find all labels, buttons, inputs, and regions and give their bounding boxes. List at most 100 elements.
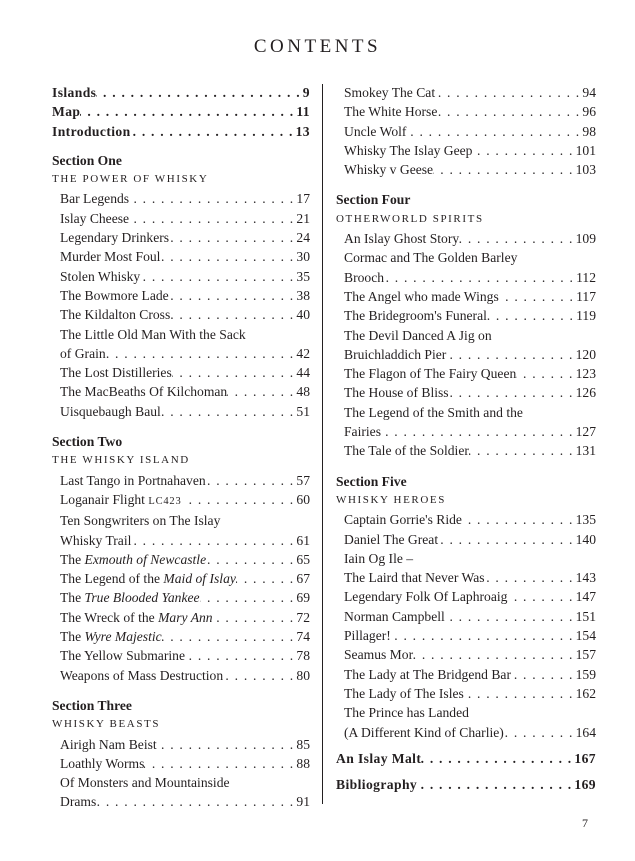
toc-entry[interactable]: Cormac and The Golden Barley Brooch 112 — [336, 248, 596, 287]
toc-entry[interactable]: The Lady at The Bridgend Bar 159 — [336, 665, 596, 684]
entry-row[interactable]: The Lady at The Bridgend Bar 159 — [336, 665, 596, 684]
entry-row[interactable]: Last Tango in Portnahaven 57 — [52, 471, 310, 490]
toc-entry[interactable]: The MacBeaths Of Kilchoman 48 — [52, 382, 310, 401]
toc-entry[interactable]: Islay Cheese 21 — [52, 209, 310, 228]
toc-entry[interactable]: Whisky The Islay Geep 101 — [336, 141, 596, 160]
entry-row[interactable]: Whisky Trail 61 — [52, 531, 310, 550]
toc-entry[interactable]: Last Tango in Portnahaven 57 — [52, 471, 310, 490]
entry-row[interactable]: Legendary Folk Of Laphroaig 147 — [336, 587, 596, 606]
toc-entry[interactable]: An Islay Ghost Story 109 — [336, 229, 596, 248]
toc-entry[interactable]: The Little Old Man With the Sack of Grain… — [52, 325, 310, 364]
toc-entry[interactable]: Norman Campbell 151 — [336, 607, 596, 626]
toc-entry[interactable]: Weapons of Mass Destruction 80 — [52, 666, 310, 685]
toc-entry[interactable]: The Bowmore Lade 38 — [52, 286, 310, 305]
entry-row[interactable]: Bar Legends 17 — [52, 189, 310, 208]
toc-entry[interactable]: Loganair Flight LC423 60 — [52, 490, 310, 511]
toc-entry[interactable]: Uisquebaugh Baul 51 — [52, 402, 310, 421]
toc-entry[interactable]: Pillager! 154 — [336, 626, 596, 645]
toc-entry[interactable]: The Kildalton Cross 40 — [52, 305, 310, 324]
toc-main-entry[interactable]: Islands 9 — [52, 83, 310, 102]
entry-row[interactable]: Murder Most Foul 30 — [52, 247, 310, 266]
toc-entry[interactable]: The Flagon of The Fairy Queen 123 — [336, 364, 596, 383]
entry-row[interactable]: The Wyre Majestic 74 — [52, 627, 310, 646]
entry-row[interactable]: The Kildalton Cross 40 — [52, 305, 310, 324]
toc-entry[interactable]: Daniel The Great 140 — [336, 530, 596, 549]
entry-row[interactable]: Uncle Wolf 98 — [336, 122, 596, 141]
toc-entry[interactable]: The Bridegroom's Funeral 119 — [336, 306, 596, 325]
entry-row[interactable]: Whisky The Islay Geep 101 — [336, 141, 596, 160]
toc-entry[interactable]: The Exmouth of Newcastle 65 — [52, 550, 310, 569]
entry-row[interactable]: Drams 91 — [52, 792, 310, 811]
entry-row[interactable]: Loathly Worms 88 — [52, 754, 310, 773]
entry-row[interactable]: Legendary Drinkers 24 — [52, 228, 310, 247]
entry-row[interactable]: Brooch 112 — [336, 268, 596, 287]
toc-entry[interactable]: Loathly Worms 88 — [52, 754, 310, 773]
toc-main-entry[interactable]: Map 11 — [52, 102, 310, 121]
toc-entry[interactable]: Smokey The Cat 94 — [336, 83, 596, 102]
entry-row[interactable]: The True Blooded Yankee 69 — [52, 588, 310, 607]
entry-row[interactable]: Daniel The Great 140 — [336, 530, 596, 549]
entry-row[interactable]: Map 11 — [52, 102, 310, 121]
entry-row[interactable]: Islay Cheese 21 — [52, 209, 310, 228]
toc-entry[interactable]: The Tale of the Soldier 131 — [336, 441, 596, 460]
entry-row[interactable]: Uisquebaugh Baul 51 — [52, 402, 310, 421]
toc-entry[interactable]: Murder Most Foul 30 — [52, 247, 310, 266]
entry-row[interactable]: The House of Bliss 126 — [336, 383, 596, 402]
toc-entry[interactable]: Legendary Folk Of Laphroaig 147 — [336, 587, 596, 606]
toc-entry[interactable]: The Devil Danced A Jig on Bruichladdich P… — [336, 326, 596, 365]
entry-row[interactable]: Weapons of Mass Destruction 80 — [52, 666, 310, 685]
entry-row[interactable]: Stolen Whisky 35 — [52, 267, 310, 286]
entry-row[interactable]: Islands 9 — [52, 83, 310, 102]
entry-row[interactable]: The Yellow Submarine 78 — [52, 646, 310, 665]
entry-row[interactable]: The Bridegroom's Funeral 119 — [336, 306, 596, 325]
toc-entry[interactable]: The Wyre Majestic 74 — [52, 627, 310, 646]
entry-row[interactable]: The Bowmore Lade 38 — [52, 286, 310, 305]
toc-entry[interactable]: The Angel who made Wings 117 — [336, 287, 596, 306]
toc-entry[interactable]: The Legend of the Maid of Islay 67 — [52, 569, 310, 588]
toc-main-entry[interactable]: Bibliography 169 — [336, 775, 596, 794]
entry-row[interactable]: The Flagon of The Fairy Queen 123 — [336, 364, 596, 383]
toc-entry[interactable]: The Lost Distilleries 44 — [52, 363, 310, 382]
entry-row[interactable]: Loganair Flight LC423 60 — [52, 490, 310, 511]
entry-row[interactable]: Bibliography 169 — [336, 775, 596, 794]
toc-entry[interactable]: The White Horse 96 — [336, 102, 596, 121]
entry-row[interactable]: An Islay Malt 167 — [336, 749, 596, 768]
entry-row[interactable]: of Grain 42 — [52, 344, 310, 363]
entry-row[interactable]: The MacBeaths Of Kilchoman 48 — [52, 382, 310, 401]
toc-main-entry[interactable]: Introduction 13 — [52, 122, 310, 141]
toc-entry[interactable]: Iain Og Ile – The Laird that Never Was 143 — [336, 549, 596, 588]
entry-row[interactable]: The Tale of the Soldier 131 — [336, 441, 596, 460]
entry-row[interactable]: The Exmouth of Newcastle 65 — [52, 550, 310, 569]
toc-entry[interactable]: The Legend of the Smith and the Fairies 12… — [336, 403, 596, 442]
toc-entry[interactable]: Seamus Mor 157 — [336, 645, 596, 664]
entry-row[interactable]: The Lost Distilleries 44 — [52, 363, 310, 382]
toc-main-entry[interactable]: An Islay Malt 167 — [336, 749, 596, 768]
entry-row[interactable]: The Legend of the Maid of Islay 67 — [52, 569, 310, 588]
toc-entry[interactable]: Captain Gorrie's Ride 135 — [336, 510, 596, 529]
toc-entry[interactable]: The True Blooded Yankee 69 — [52, 588, 310, 607]
toc-entry[interactable]: Legendary Drinkers 24 — [52, 228, 310, 247]
toc-entry[interactable]: The Wreck of the Mary Ann 72 — [52, 608, 310, 627]
entry-row[interactable]: Whisky v Geese 103 — [336, 160, 596, 179]
entry-row[interactable]: Pillager! 154 — [336, 626, 596, 645]
entry-row[interactable]: Captain Gorrie's Ride 135 — [336, 510, 596, 529]
toc-entry[interactable]: Of Monsters and Mountainside Drams 91 — [52, 773, 310, 812]
entry-row[interactable]: Fairies 127 — [336, 422, 596, 441]
entry-row[interactable]: The Angel who made Wings 117 — [336, 287, 596, 306]
entry-row[interactable]: The Wreck of the Mary Ann 72 — [52, 608, 310, 627]
entry-row[interactable]: Introduction 13 — [52, 122, 310, 141]
entry-row[interactable]: (A Different Kind of Charlie) 164 — [336, 723, 596, 742]
toc-entry[interactable]: The House of Bliss 126 — [336, 383, 596, 402]
toc-entry[interactable]: Whisky v Geese 103 — [336, 160, 596, 179]
entry-row[interactable]: Smokey The Cat 94 — [336, 83, 596, 102]
toc-entry[interactable]: Stolen Whisky 35 — [52, 267, 310, 286]
entry-row[interactable]: An Islay Ghost Story 109 — [336, 229, 596, 248]
toc-entry[interactable]: Airigh Nam Beist 85 — [52, 735, 310, 754]
toc-entry[interactable]: Uncle Wolf 98 — [336, 122, 596, 141]
entry-row[interactable]: Bruichladdich Pier 120 — [336, 345, 596, 364]
entry-row[interactable]: Norman Campbell 151 — [336, 607, 596, 626]
entry-row[interactable]: The Lady of The Isles 162 — [336, 684, 596, 703]
toc-entry[interactable]: Ten Songwriters on The Islay Whisky Trail… — [52, 511, 310, 550]
entry-row[interactable]: Seamus Mor 157 — [336, 645, 596, 664]
toc-entry[interactable]: The Prince has Landed (A Different Kind o… — [336, 703, 596, 742]
